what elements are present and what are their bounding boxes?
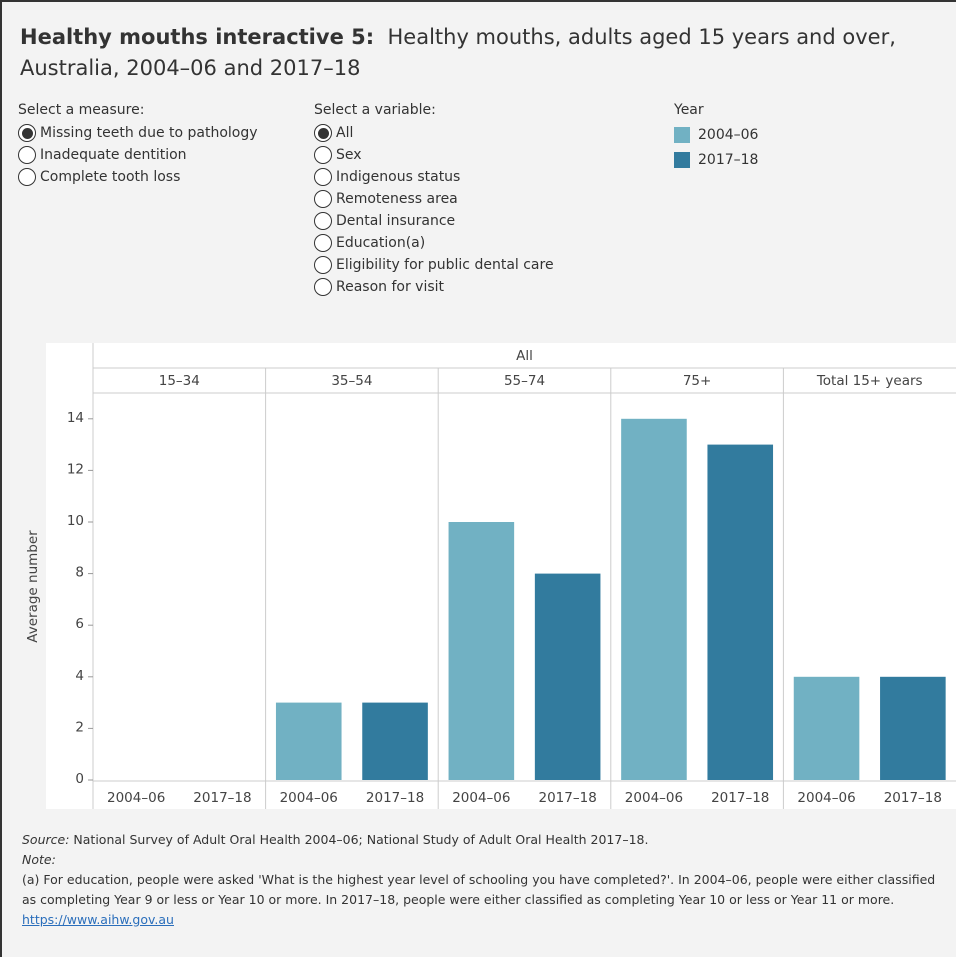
option-label: Sex: [336, 147, 362, 163]
legend-swatch: [674, 126, 690, 143]
radio-button[interactable]: [18, 146, 36, 164]
control-label: Select a variable:: [314, 102, 436, 118]
radio-option[interactable]: All: [314, 122, 554, 144]
source-label: Source:: [22, 832, 70, 847]
option-label: Inadequate dentition: [40, 147, 187, 163]
bar: [362, 702, 428, 780]
legend-label: 2004–06: [698, 126, 759, 143]
variable-control: Select a variable: All Sex Indigenous statu…: [314, 102, 554, 298]
x-tick-label: 2017–18: [539, 790, 597, 806]
radio-button[interactable]: [314, 146, 332, 164]
bar: [534, 573, 601, 780]
group-label: 35–54: [331, 373, 372, 389]
legend-label: 2017–18: [698, 151, 759, 168]
legend: Year 2004–06 2017–18: [674, 102, 758, 172]
y-axis-label: Average number: [25, 530, 41, 643]
radio-button[interactable]: [314, 234, 332, 252]
radio-option[interactable]: Sex: [314, 144, 554, 166]
title-bold: Healthy mouths interactive 5:: [20, 25, 375, 49]
y-tick-label: 2: [75, 719, 84, 735]
note-label: Note:: [22, 852, 56, 867]
bar: [880, 676, 946, 780]
radio-option[interactable]: Eligibility for public dental care: [314, 254, 554, 276]
radio-option[interactable]: Missing teeth due to pathology: [18, 122, 258, 144]
x-tick-label: 2004–06: [452, 790, 510, 806]
title: Healthy mouths interactive 5: Healthy mo…: [20, 22, 940, 84]
note: (a) For education, people were asked 'Wh…: [22, 872, 936, 907]
y-tick-label: 12: [67, 461, 84, 477]
source: National Survey of Adult Oral Health 200…: [73, 832, 649, 847]
legend-item: 2004–06: [674, 122, 758, 147]
x-tick-label: 2017–18: [366, 790, 424, 806]
x-tick-label: 2004–06: [107, 790, 165, 806]
x-tick-label: 2004–06: [280, 790, 338, 806]
y-tick-label: 0: [75, 771, 84, 787]
option-label: Missing teeth due to pathology: [40, 125, 258, 141]
x-tick-label: 2017–18: [884, 790, 942, 806]
legend-title: Year: [674, 102, 704, 118]
radio-option[interactable]: Inadequate dentition: [18, 144, 258, 166]
panel-header: All: [516, 348, 533, 364]
y-tick-label: 4: [75, 668, 84, 684]
radio-button[interactable]: [314, 256, 332, 274]
bar: [448, 522, 515, 780]
radio-button[interactable]: [314, 212, 332, 230]
y-tick-label: 14: [67, 410, 84, 426]
radio-option[interactable]: Dental insurance: [314, 210, 554, 232]
footer: Source: National Survey of Adult Oral He…: [22, 830, 952, 930]
control-label: Select a measure:: [18, 102, 145, 118]
option-label: Reason for visit: [336, 279, 445, 295]
option-label: Dental insurance: [336, 213, 456, 229]
title-text: Healthy mouths, adults aged 15 years and…: [20, 25, 896, 80]
x-tick-label: 2004–06: [625, 790, 683, 806]
radio-button[interactable]: [314, 168, 332, 186]
option-label: All: [336, 125, 354, 141]
option-label: Remoteness area: [336, 191, 458, 207]
y-tick-label: 6: [75, 616, 84, 632]
radio-button[interactable]: [18, 124, 36, 142]
bar: [793, 676, 860, 780]
legend-swatch: [674, 151, 690, 168]
option-label: Education(a): [336, 235, 426, 251]
radio-option[interactable]: Indigenous status: [314, 166, 554, 188]
y-tick-label: 8: [75, 565, 84, 581]
legend-item: 2017–18: [674, 147, 758, 172]
radio-button[interactable]: [18, 168, 36, 186]
radio-button[interactable]: [314, 278, 332, 296]
link[interactable]: https://www.aihw.gov.au: [22, 912, 174, 927]
radio-option[interactable]: Remoteness area: [314, 188, 554, 210]
option-label: Complete tooth loss: [40, 169, 181, 185]
group-label: 15–34: [159, 373, 200, 389]
radio-button[interactable]: [314, 190, 332, 208]
group-label: 55–74: [504, 373, 545, 389]
radio-option[interactable]: Complete tooth loss: [18, 166, 258, 188]
x-tick-label: 2017–18: [711, 790, 769, 806]
group-label: Total 15+ years: [816, 373, 923, 389]
y-tick-label: 10: [67, 513, 84, 529]
radio-button[interactable]: [314, 124, 332, 142]
option-label: Indigenous status: [336, 169, 461, 185]
bar: [621, 418, 687, 780]
x-tick-label: 2017–18: [193, 790, 251, 806]
radio-option[interactable]: Reason for visit: [314, 276, 554, 298]
x-tick-label: 2004–06: [797, 790, 855, 806]
radio-option[interactable]: Education(a): [314, 232, 554, 254]
group-label: 75+: [683, 373, 712, 389]
bar: [275, 702, 342, 780]
measure-control: Select a measure: Missing teeth due to pa…: [18, 102, 258, 188]
bar: [707, 444, 774, 780]
option-label: Eligibility for public dental care: [336, 257, 554, 273]
